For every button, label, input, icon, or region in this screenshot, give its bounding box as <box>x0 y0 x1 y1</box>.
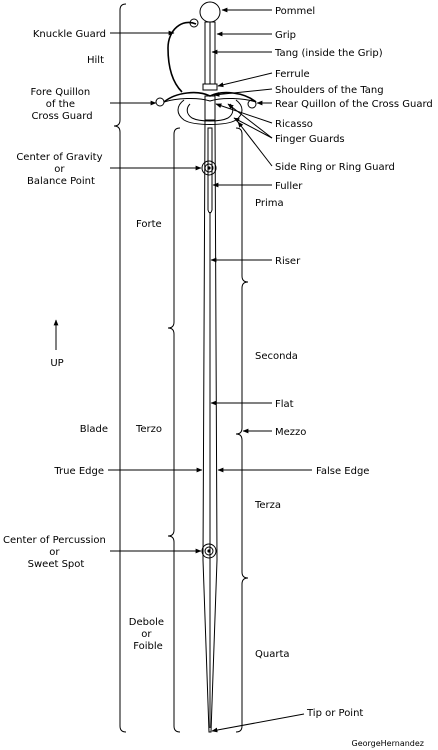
label-true-edge: True Edge <box>53 466 104 477</box>
pommel-shape <box>199 1 221 23</box>
brace-terzo <box>167 529 181 733</box>
label-pommel: Pommel <box>275 6 315 17</box>
sword <box>155 1 257 733</box>
brace-terza <box>241 440 249 579</box>
label-forte: Forte <box>136 219 162 230</box>
label-side-ring: Side Ring or Ring Guard <box>275 162 395 173</box>
label-riser: Riser <box>275 256 301 267</box>
label-up: UP <box>50 358 63 369</box>
label-tang: Tang (inside the Grip) <box>274 48 383 59</box>
label-center-of-percussion: Center of Percussion or Sweet Spot <box>3 535 109 570</box>
label-mezzo: Mezzo <box>275 427 306 438</box>
finger-guard-shape <box>177 99 243 125</box>
label-shoulders: Shoulders of the Tang <box>275 85 384 96</box>
label-false-edge: False Edge <box>316 466 369 477</box>
credit-text: GeorgeHernandez <box>352 739 425 748</box>
label-grip: Grip <box>275 30 296 41</box>
braces <box>113 3 249 733</box>
center-of-gravity-marker <box>201 160 217 176</box>
label-tip: Tip or Point <box>306 708 363 719</box>
label-seconda: Seconda <box>255 351 298 362</box>
label-ferrule: Ferrule <box>275 69 310 80</box>
label-finger-guards: Finger Guards <box>275 134 345 145</box>
brace-prima <box>235 127 249 428</box>
label-prima: Prima <box>255 198 284 209</box>
label-knuckle-guard: Knuckle Guard <box>33 29 106 40</box>
ferrule-shape <box>202 83 218 91</box>
label-terzo: Terzo <box>135 424 162 435</box>
label-rear-quillon: Rear Quillon of the Cross Guard <box>275 99 433 110</box>
label-fuller: Fuller <box>275 181 303 192</box>
brace-seconda <box>235 427 243 441</box>
label-hilt: Hilt <box>87 55 104 66</box>
label-center-of-gravity: Center of Gravity or Balance Point <box>16 152 105 187</box>
label-fore-quillon: Fore Quillon of the Cross Guard <box>31 87 94 122</box>
label-flat: Flat <box>275 399 294 410</box>
label-ricasso: Ricasso <box>275 119 313 130</box>
label-quarta: Quarta <box>255 649 290 660</box>
label-terza: Terza <box>254 500 281 511</box>
blade-shape <box>202 119 218 733</box>
knuckle-guard-shape <box>167 21 197 93</box>
brace-forte <box>167 127 181 530</box>
label-blade: Blade <box>80 424 108 435</box>
brace-quarta <box>235 577 249 733</box>
center-of-percussion-marker <box>201 543 217 559</box>
label-debole: Debole or Foible <box>129 617 167 652</box>
brace-hilt-blade <box>113 3 127 733</box>
pointer-arrows <box>53 7 312 733</box>
fuller-shape <box>207 127 213 214</box>
